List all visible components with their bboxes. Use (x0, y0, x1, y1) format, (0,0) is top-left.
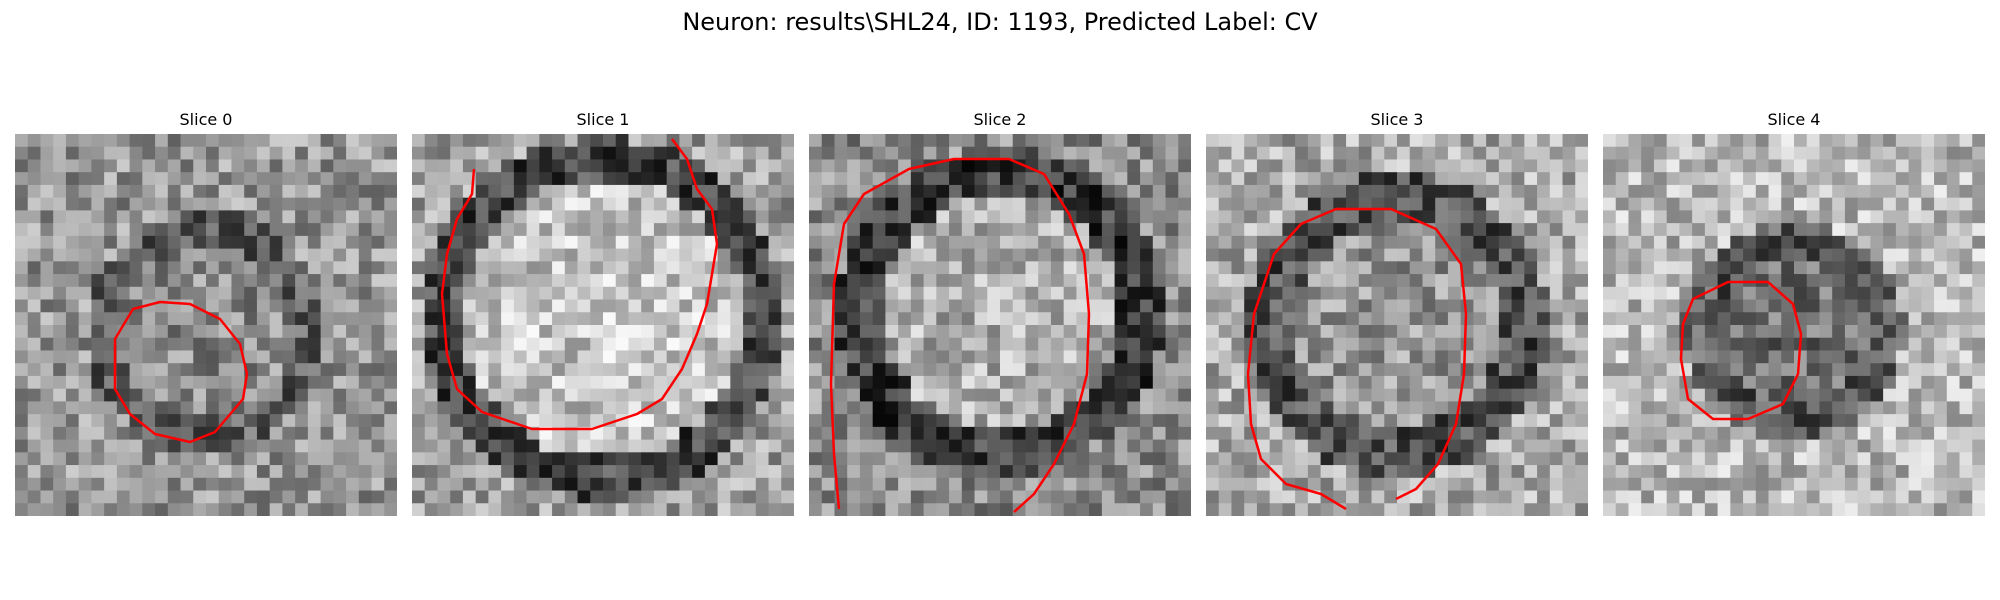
slice-1-contour (440, 138, 719, 431)
slice-1-panel (412, 134, 794, 516)
slice-0-image (15, 134, 397, 516)
slice-2-image (809, 134, 1191, 516)
slice-4-pixels (1603, 134, 1985, 516)
slice-0-contour (113, 300, 249, 444)
slice-4-image (1603, 134, 1985, 516)
slice-2-panel (809, 134, 1191, 516)
slice-3-title: Slice 3 (1370, 110, 1424, 129)
slice-1-image (412, 134, 794, 516)
slice-1-title: Slice 1 (576, 110, 630, 129)
slice-0-panel (15, 134, 397, 516)
slice-2-title: Slice 2 (973, 110, 1027, 129)
slice-4-contour (1679, 280, 1803, 421)
slice-3-panel (1206, 134, 1588, 516)
slice-0-title: Slice 0 (179, 110, 233, 129)
slice-4-panel (1603, 134, 1985, 516)
slice-4-title: Slice 4 (1767, 110, 1821, 129)
slice-2-contour (829, 157, 1091, 513)
slice-0-pixels (15, 134, 397, 516)
slice-3-image (1206, 134, 1588, 516)
slice-3-pixels (1206, 134, 1588, 516)
slice-1-pixels (412, 134, 794, 516)
figure-title: Neuron: results\SHL24, ID: 1193, Predict… (682, 8, 1318, 36)
slice-3-contour (1246, 207, 1468, 511)
